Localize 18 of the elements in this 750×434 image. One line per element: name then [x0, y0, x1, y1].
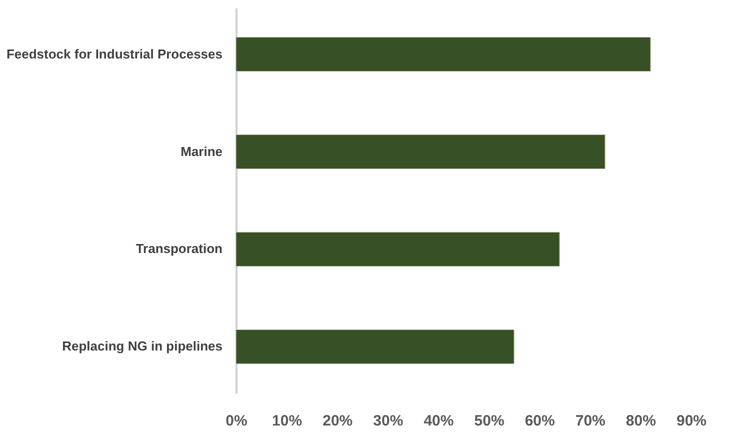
bar — [236, 329, 514, 364]
x-tick-label: 90% — [676, 412, 707, 430]
x-tick-label: 10% — [272, 412, 302, 430]
x-tick-label: 80% — [626, 412, 656, 430]
y-tick-label: Feedstock for Industrial Processes — [6, 46, 222, 62]
bar — [236, 36, 651, 72]
x-tick-label: 70% — [575, 412, 606, 430]
y-tick-label: Transporation — [136, 241, 223, 256]
x-tick-label: 40% — [424, 412, 454, 430]
x-tick-label: 60% — [524, 412, 555, 430]
bar — [236, 232, 560, 267]
bar — [236, 134, 606, 170]
x-tick-label: 20% — [322, 412, 353, 430]
y-tick-label: Replacing NG in pipelines — [62, 338, 222, 354]
x-tick-label: 50% — [474, 412, 504, 430]
x-tick-label: 30% — [373, 412, 404, 430]
y-tick-label: Marine — [180, 144, 222, 159]
x-tick-label: 0% — [226, 412, 248, 430]
